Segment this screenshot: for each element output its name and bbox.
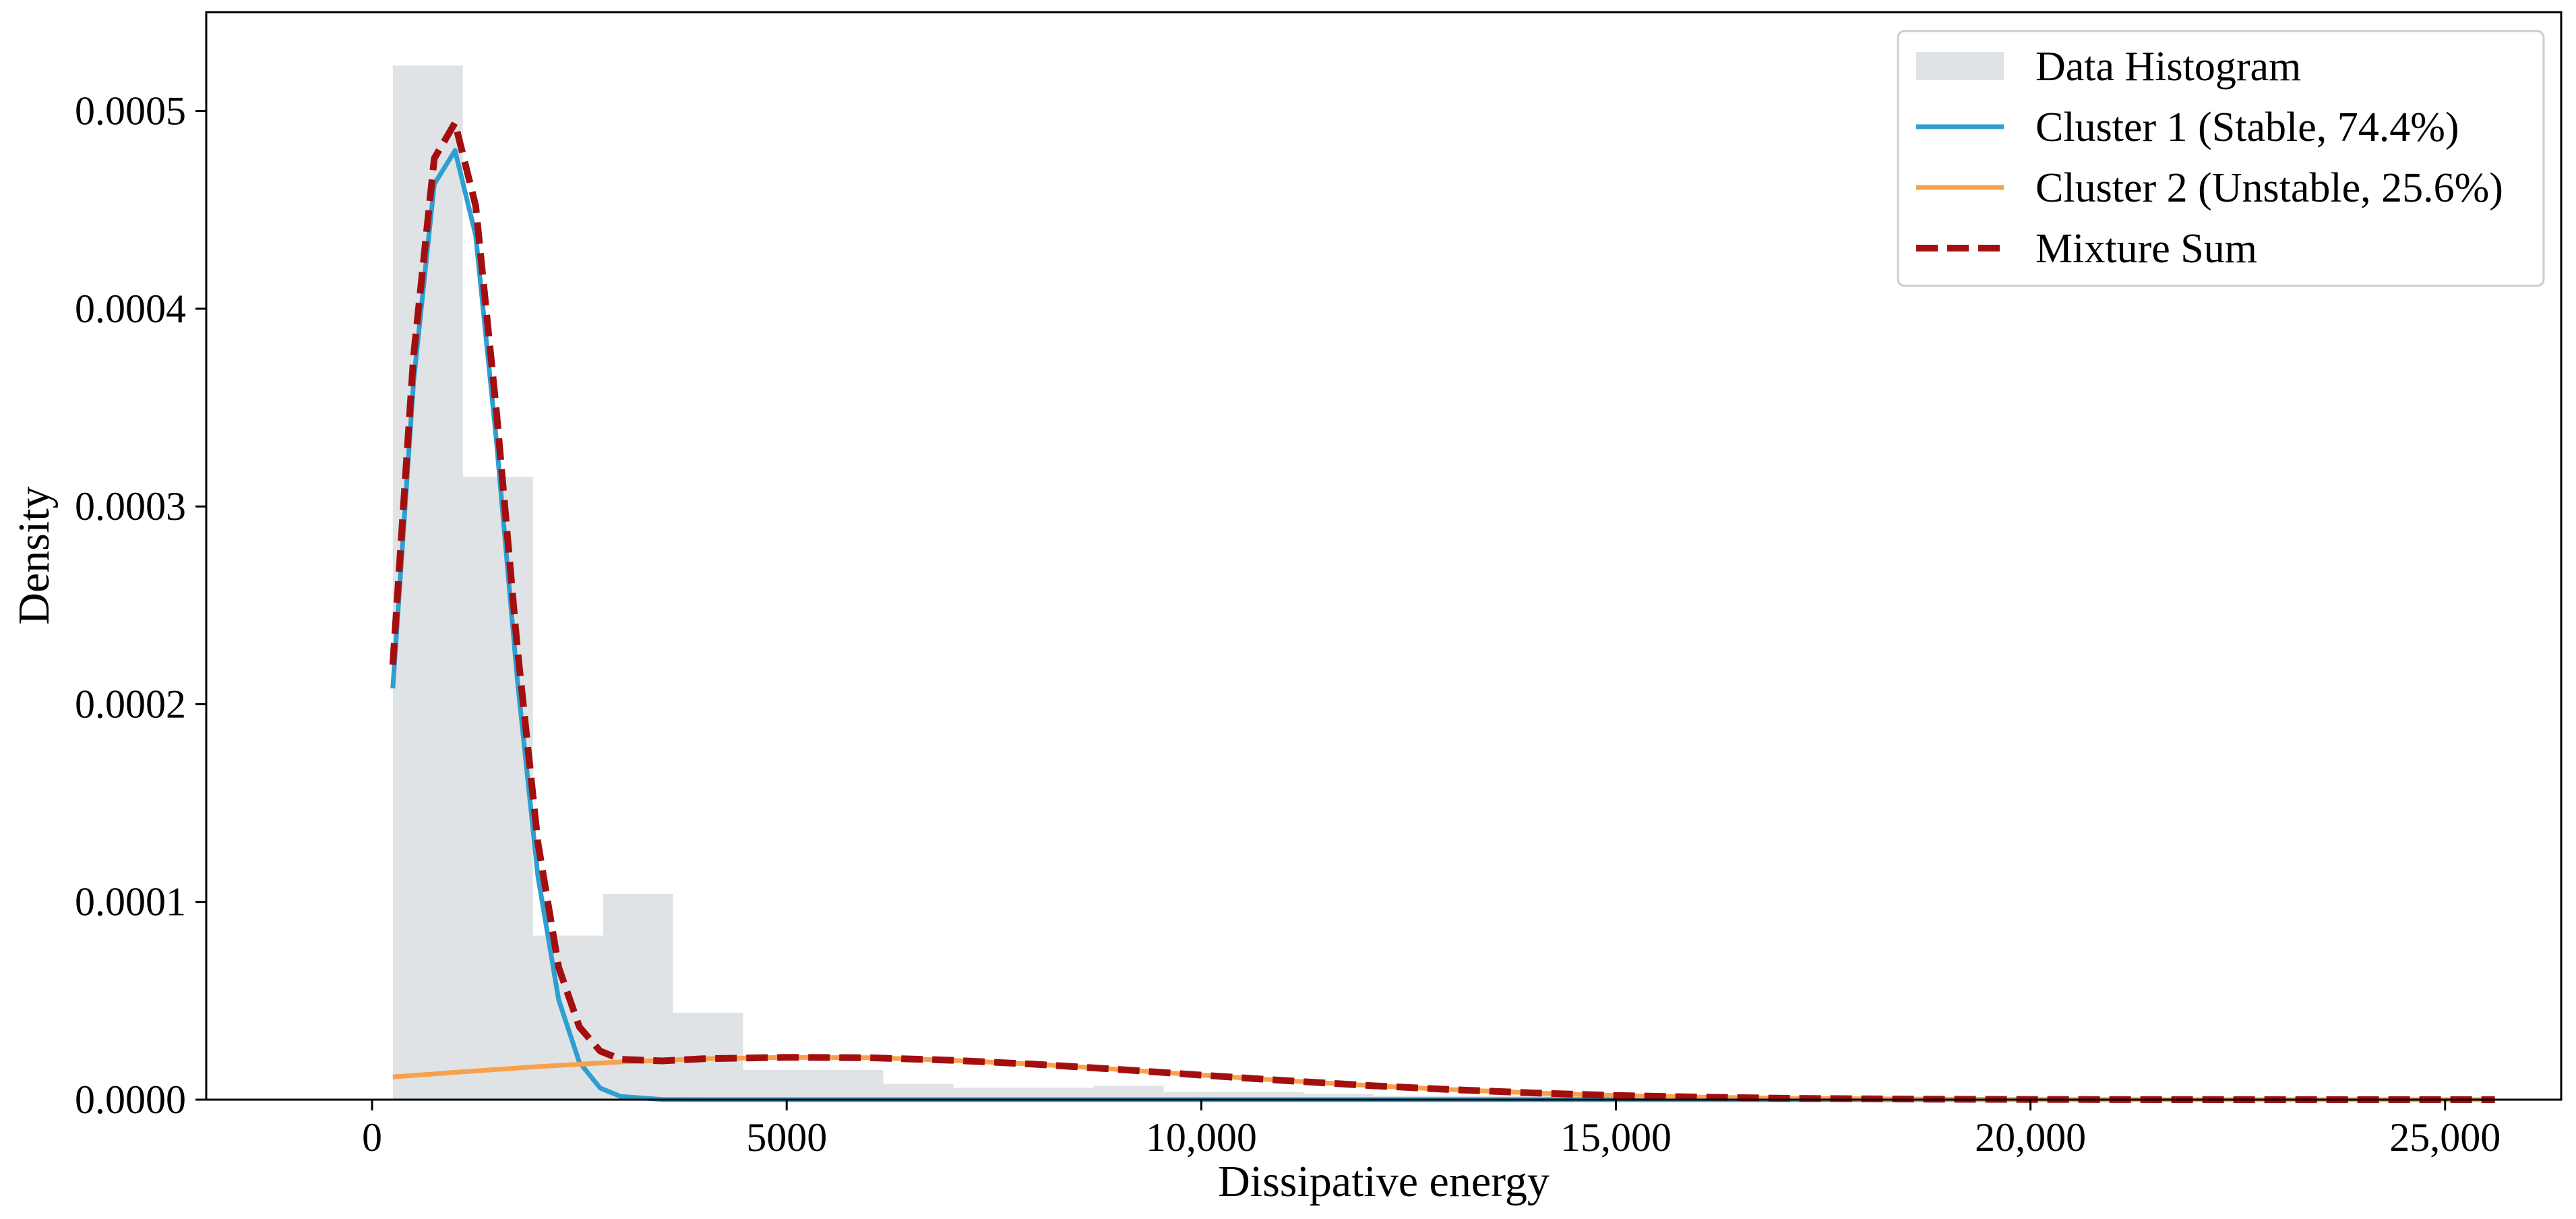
x-tick-label: 25,000: [2389, 1115, 2501, 1160]
histogram-bar: [462, 477, 533, 1100]
histogram-bar: [1023, 1088, 1094, 1100]
histogram-bar: [1093, 1086, 1164, 1100]
histogram-bar: [532, 935, 603, 1100]
y-tick-label: 0.0005: [75, 89, 186, 133]
y-tick-label: 0.0004: [75, 287, 186, 331]
legend: Data Histogram Cluster 1 (Stable, 74.4%) C…: [1897, 30, 2545, 287]
x-tick-label: 5000: [746, 1115, 827, 1160]
x-tick-label: 15,000: [1560, 1115, 1672, 1160]
y-tick-label: 0.0003: [75, 484, 186, 529]
legend-label: Cluster 1 (Stable, 74.4%): [2035, 105, 2459, 150]
x-axis-title: Dissipative energy: [1218, 1157, 1550, 1206]
histogram-bar: [813, 1070, 884, 1100]
y-tick-label: 0.0001: [75, 880, 186, 924]
legend-label: Cluster 2 (Unstable, 25.6%): [2035, 165, 2503, 211]
y-axis: 0.0000 0.0001 0.0002 0.0003 0.0004 0.0005: [75, 89, 206, 1122]
series-line-3: [389, 119, 2495, 1103]
legend-label: Mixture Sum: [2035, 226, 2257, 272]
legend-swatch: [1916, 52, 2004, 80]
y-axis-title: Density: [9, 486, 59, 624]
histogram-bar: [603, 893, 673, 1100]
x-axis: 0 5000 10,000 15,000 20,000 25,000: [362, 1100, 2501, 1160]
x-tick-label: 10,000: [1146, 1115, 1257, 1160]
histogram-bar: [1163, 1092, 1234, 1100]
histogram-bar: [1304, 1094, 1374, 1100]
plot-frame: [205, 11, 2563, 1101]
histogram-bar: [743, 1070, 814, 1100]
legend-box: [1897, 30, 2545, 287]
histogram-bars: [392, 65, 2215, 1100]
histogram-bar: [1233, 1092, 1304, 1100]
y-tick-label: 0.0000: [75, 1077, 186, 1122]
x-tick-label: 20,000: [1975, 1115, 2086, 1160]
legend-label: Data Histogram: [2035, 44, 2301, 90]
y-tick-label: 0.0002: [75, 682, 186, 726]
histogram-bar: [883, 1083, 954, 1100]
histogram-bar: [953, 1088, 1024, 1100]
x-tick-label: 0: [362, 1115, 382, 1160]
